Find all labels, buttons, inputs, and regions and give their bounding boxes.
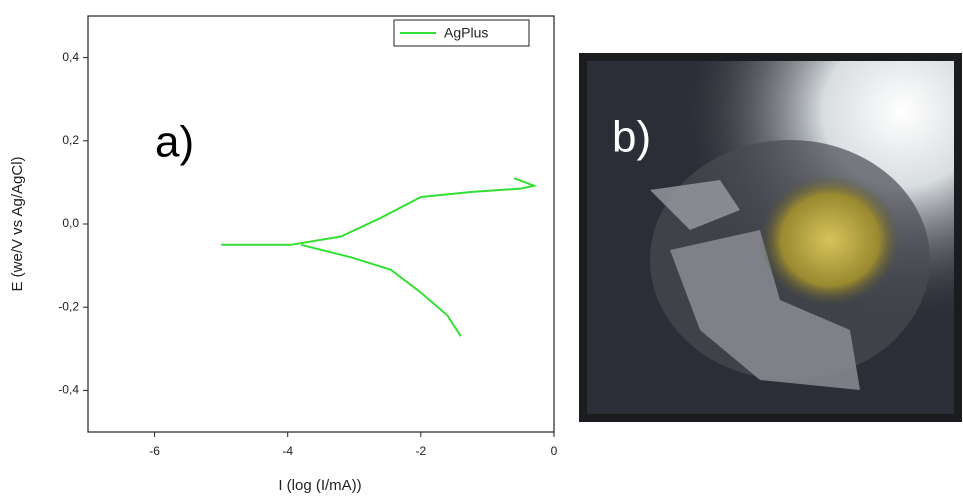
x-tick-label: -2 xyxy=(416,444,427,458)
photo: b) xyxy=(579,53,962,422)
annotation: a) xyxy=(155,118,194,167)
plot-frame xyxy=(87,15,555,433)
image-label: b) xyxy=(612,113,651,162)
y-axis-label: E (we/V vs Ag/AgCl) xyxy=(9,156,26,291)
legend-box xyxy=(393,19,530,47)
data-line xyxy=(221,177,538,337)
x-axis-label: I (log (I/mA)) xyxy=(278,477,361,494)
y-tick-label: -0,4 xyxy=(58,383,79,397)
y-tick-label: -0,2 xyxy=(58,299,79,313)
x-tick-label: 0 xyxy=(551,444,558,458)
x-tick-label: -4 xyxy=(282,444,293,458)
legend-label: AgPlus xyxy=(444,25,488,41)
y-tick-label: 0,2 xyxy=(62,133,79,147)
y-tick-label: 0,0 xyxy=(62,216,79,230)
x-tick-label: -6 xyxy=(149,444,160,458)
y-tick-label: 0,4 xyxy=(62,50,79,64)
